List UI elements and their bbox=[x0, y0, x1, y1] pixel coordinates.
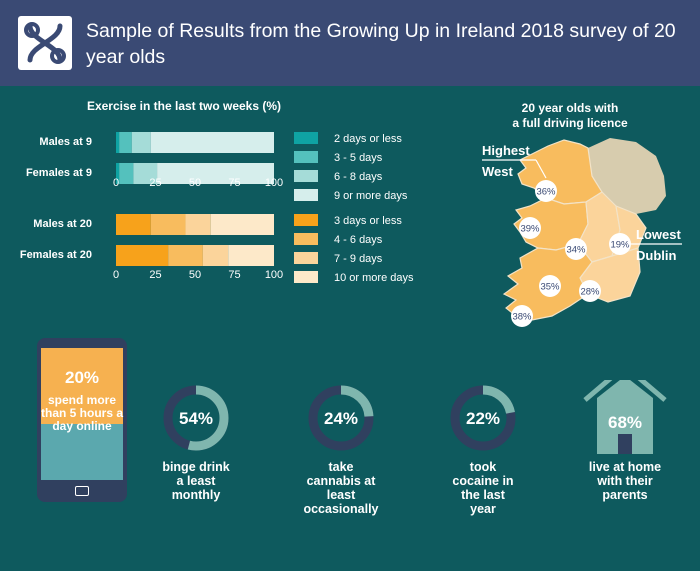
exercise-chart: Exercise in the last two weeks (%) Males … bbox=[20, 99, 414, 284]
ireland-driving-licence-map: 20 year olds with a full driving licence… bbox=[482, 101, 682, 327]
bar-segment bbox=[150, 132, 274, 153]
ring-label-cocaine: took cocaine in the last year bbox=[452, 460, 514, 516]
map-badge-value: 19% bbox=[610, 240, 630, 251]
ring-progress bbox=[163, 385, 229, 451]
highest-leader bbox=[535, 159, 547, 179]
map-badge bbox=[579, 280, 601, 302]
bar-segment bbox=[185, 214, 211, 235]
map-title-line2: a full driving licence bbox=[512, 116, 628, 130]
x-tick-label: 25 bbox=[149, 177, 161, 189]
map-title-line1: 20 year olds with bbox=[522, 101, 619, 115]
bar-category-label: Females at 9 bbox=[26, 167, 92, 179]
bar-segment bbox=[210, 214, 274, 235]
map-badge-value: 36% bbox=[536, 187, 556, 198]
ring-value-cocaine: 22% bbox=[465, 409, 501, 428]
x-tick-label: 50 bbox=[189, 177, 201, 189]
lowest-label: Lowest bbox=[636, 227, 681, 242]
legend-entry: 3 days or less bbox=[334, 215, 402, 227]
x-tick-label: 0 bbox=[113, 269, 119, 281]
ring-progress bbox=[450, 385, 516, 451]
map-badge-value: 34% bbox=[566, 245, 586, 256]
bar-segment bbox=[116, 245, 169, 266]
bar-category-label: Males at 9 bbox=[39, 136, 92, 148]
ring-progress bbox=[308, 385, 374, 451]
map-badge bbox=[519, 217, 541, 239]
x-tick-label: 50 bbox=[189, 269, 201, 281]
phone-home-button bbox=[75, 486, 89, 496]
map-badge bbox=[511, 305, 533, 327]
map-badge-value: 39% bbox=[520, 224, 540, 235]
legend-entry: 9 or more days bbox=[334, 190, 408, 202]
legend-swatch bbox=[294, 189, 318, 201]
bar-segment bbox=[228, 245, 274, 266]
phone-stat-label: spend more than 5 hours a day online bbox=[41, 393, 124, 433]
ring-value-cannabis: 24% bbox=[323, 409, 359, 428]
bar-category-label: Females at 20 bbox=[20, 249, 92, 261]
phone-stat-value: 20% bbox=[64, 368, 100, 387]
bar-segment bbox=[116, 132, 120, 153]
ring-value-binge: 54% bbox=[178, 409, 214, 428]
house-icon bbox=[583, 380, 667, 454]
bar-segment bbox=[133, 163, 158, 184]
map-badge bbox=[609, 233, 631, 255]
bar-segment bbox=[157, 163, 274, 184]
map-badge bbox=[565, 238, 587, 260]
map-region-north bbox=[588, 138, 666, 214]
legend-entry: 3 - 5 days bbox=[334, 152, 383, 164]
bar-segment bbox=[168, 245, 203, 266]
map-badge bbox=[535, 180, 557, 202]
home-stat-value: 68% bbox=[607, 413, 643, 432]
legend-entry: 7 - 9 days bbox=[334, 253, 383, 265]
x-tick-label: 75 bbox=[228, 177, 240, 189]
phone-icon: 20% spend more than 5 hours a day online bbox=[37, 338, 127, 502]
highest-label: Highest bbox=[482, 143, 530, 158]
page-title: Sample of Results from the Growing Up in… bbox=[86, 20, 676, 68]
bar-segment bbox=[202, 245, 229, 266]
gui-logo-icon bbox=[18, 16, 72, 70]
legend-entry: 2 days or less bbox=[334, 133, 402, 145]
bar-segment bbox=[131, 132, 151, 153]
legend-swatch bbox=[294, 132, 318, 144]
lowest-region: Dublin bbox=[636, 248, 676, 263]
map-badge-value: 35% bbox=[540, 282, 560, 293]
x-tick-label: 75 bbox=[228, 269, 240, 281]
bar-category-label: Males at 20 bbox=[33, 218, 92, 230]
legend-swatch bbox=[294, 170, 318, 182]
x-tick-label: 100 bbox=[265, 269, 283, 281]
header-banner: Sample of Results from the Growing Up in… bbox=[0, 0, 700, 86]
legend-entry: 4 - 6 days bbox=[334, 234, 383, 246]
legend-entry: 6 - 8 days bbox=[334, 171, 383, 183]
legend-swatch bbox=[294, 151, 318, 163]
legend-entry: 10 or more days bbox=[334, 272, 414, 284]
bar-segment bbox=[116, 163, 120, 184]
x-tick-label: 0 bbox=[113, 177, 119, 189]
x-tick-label: 100 bbox=[265, 177, 283, 189]
exercise-chart-title: Exercise in the last two weeks (%) bbox=[87, 99, 281, 113]
map-badge bbox=[539, 275, 561, 297]
ring-label-cannabis: take cannabis at least occasionally bbox=[303, 460, 379, 516]
home-stat-label: live at home with their parents bbox=[588, 460, 662, 502]
phone-screen bbox=[41, 424, 123, 480]
phone-screen-highlight bbox=[41, 348, 123, 424]
legend-swatch bbox=[294, 214, 318, 226]
bar-segment bbox=[119, 132, 132, 153]
legend-swatch bbox=[294, 233, 318, 245]
bar-segment bbox=[119, 163, 134, 184]
map-badge-value: 38% bbox=[512, 312, 532, 323]
legend-swatch bbox=[294, 252, 318, 264]
bar-segment bbox=[116, 214, 151, 235]
highest-region: West bbox=[482, 164, 513, 179]
stat-rings bbox=[163, 380, 667, 454]
map-badge-value: 28% bbox=[580, 287, 600, 298]
ring-label-binge: binge drink a least monthly bbox=[162, 460, 230, 502]
x-tick-label: 25 bbox=[149, 269, 161, 281]
legend-swatch bbox=[294, 271, 318, 283]
bar-segment bbox=[150, 214, 186, 235]
